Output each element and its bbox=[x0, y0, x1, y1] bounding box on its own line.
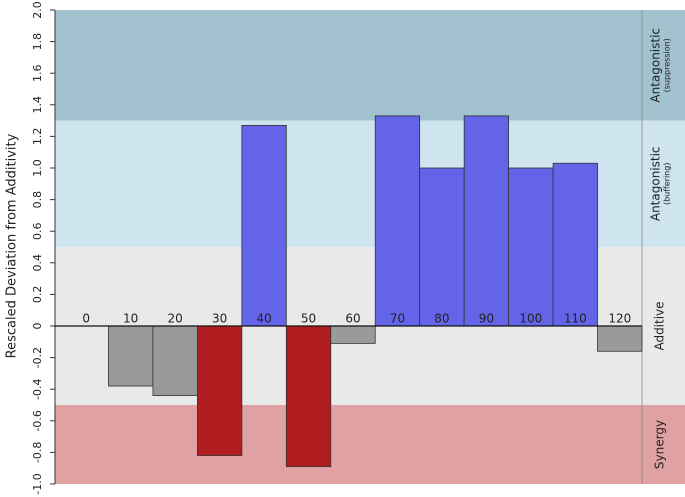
bar bbox=[285, 325, 332, 468]
region-label-group: Antagonistic (buffering) bbox=[649, 146, 672, 221]
x-tick-label: 0 bbox=[82, 312, 90, 326]
x-tick-label: 30 bbox=[212, 312, 227, 326]
region-label-group: Additive bbox=[653, 301, 667, 350]
y-tick-label: 1.0 bbox=[31, 159, 44, 177]
region-band bbox=[55, 405, 685, 484]
bar bbox=[330, 325, 376, 344]
region-label: Antagonistic bbox=[649, 28, 663, 103]
region-label-group: Synergy bbox=[653, 420, 667, 469]
bar bbox=[419, 167, 465, 327]
x-tick-label: 60 bbox=[345, 312, 360, 326]
y-tick-label: -0.2 bbox=[31, 347, 44, 368]
x-tick-label: 120 bbox=[608, 312, 631, 326]
x-tick-label: 100 bbox=[519, 312, 542, 326]
bar bbox=[196, 325, 243, 456]
y-tick-label: 0.8 bbox=[31, 191, 44, 209]
x-tick-label: 90 bbox=[479, 312, 494, 326]
y-tick-label: 1.2 bbox=[31, 128, 44, 146]
x-tick-label: 80 bbox=[434, 312, 449, 326]
region-sublabel: (buffering) bbox=[663, 163, 672, 205]
region-label: Antagonistic bbox=[649, 146, 663, 221]
y-tick-label: 0.4 bbox=[31, 254, 44, 272]
y-tick-label: -0.6 bbox=[31, 410, 44, 431]
y-tick-label: 1.4 bbox=[31, 96, 44, 114]
y-tick-label: -0.4 bbox=[31, 378, 44, 399]
region-label-group: Antagonistic (suppression) bbox=[649, 28, 672, 103]
bar bbox=[597, 325, 643, 352]
bar bbox=[108, 325, 154, 387]
region-label: Synergy bbox=[653, 420, 667, 469]
y-tick-label: 2.0 bbox=[31, 1, 44, 19]
y-tick-label: 1.8 bbox=[31, 33, 44, 51]
bar bbox=[374, 115, 421, 327]
y-tick-label: 1.6 bbox=[31, 64, 44, 82]
y-tick-label: 0.2 bbox=[31, 286, 44, 304]
y-tick-label: -1.0 bbox=[31, 473, 44, 494]
x-tick-label: 50 bbox=[301, 312, 316, 326]
bar bbox=[152, 325, 198, 396]
bar bbox=[508, 167, 554, 327]
bar bbox=[552, 162, 598, 327]
x-tick-label: 110 bbox=[564, 312, 587, 326]
x-tick-label: 10 bbox=[123, 312, 138, 326]
region-sublabel: (suppression) bbox=[663, 38, 672, 92]
bar bbox=[463, 115, 510, 327]
y-axis-title: Rescaled Deviation from Additivity bbox=[5, 133, 20, 358]
y-tick-label: 0 bbox=[31, 323, 44, 330]
bar bbox=[241, 124, 287, 327]
y-tick-label: 0.6 bbox=[31, 222, 44, 240]
x-tick-label: 70 bbox=[390, 312, 405, 326]
y-tick-label: -0.8 bbox=[31, 442, 44, 463]
x-tick-label: 20 bbox=[168, 312, 183, 326]
region-band bbox=[55, 10, 685, 121]
x-tick-label: 40 bbox=[256, 312, 271, 326]
region-label: Additive bbox=[653, 301, 667, 350]
